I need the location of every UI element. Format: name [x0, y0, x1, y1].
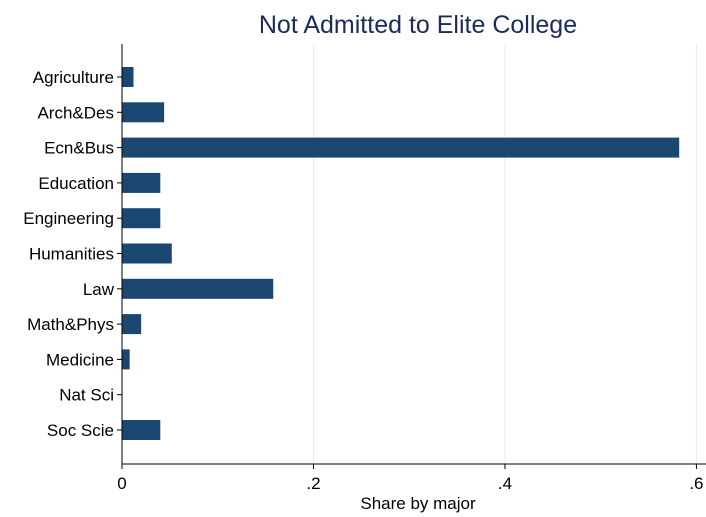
category-label: Humanities	[29, 245, 114, 264]
x-tick-labels: 0 .2 .4 .6	[117, 464, 704, 493]
bars	[122, 67, 680, 440]
category-label: Agriculture	[33, 68, 114, 87]
bar	[122, 172, 161, 193]
category-label: Ecn&Bus	[44, 139, 114, 158]
bar	[122, 137, 680, 158]
bar	[122, 67, 134, 87]
bar	[122, 243, 172, 264]
bar	[122, 420, 161, 440]
x-tick-label: .6	[689, 474, 703, 493]
bar	[122, 314, 142, 335]
category-labels: Agriculture Arch&Des Ecn&Bus Education Engin…	[23, 68, 122, 440]
x-tick-label: 0	[117, 474, 126, 493]
x-axis-title: Share by major	[360, 494, 476, 513]
chart-title: Not Admitted to Elite College	[259, 11, 577, 39]
category-label: Math&Phys	[27, 315, 114, 334]
bar	[122, 208, 161, 229]
category-label: Arch&Des	[37, 103, 114, 122]
category-label: Engineering	[23, 209, 114, 228]
category-label: Soc Scie	[47, 421, 114, 440]
category-label: Law	[83, 280, 115, 299]
category-label: Education	[38, 174, 114, 193]
bar	[122, 349, 130, 370]
axes	[121, 44, 706, 465]
bar	[122, 278, 274, 299]
category-label: Nat Sci	[59, 386, 114, 405]
grid-lines	[312, 44, 697, 464]
x-tick-label: .2	[306, 474, 320, 493]
x-tick-label: .4	[498, 474, 512, 493]
category-label: Medicine	[46, 350, 114, 369]
bar	[122, 102, 165, 123]
